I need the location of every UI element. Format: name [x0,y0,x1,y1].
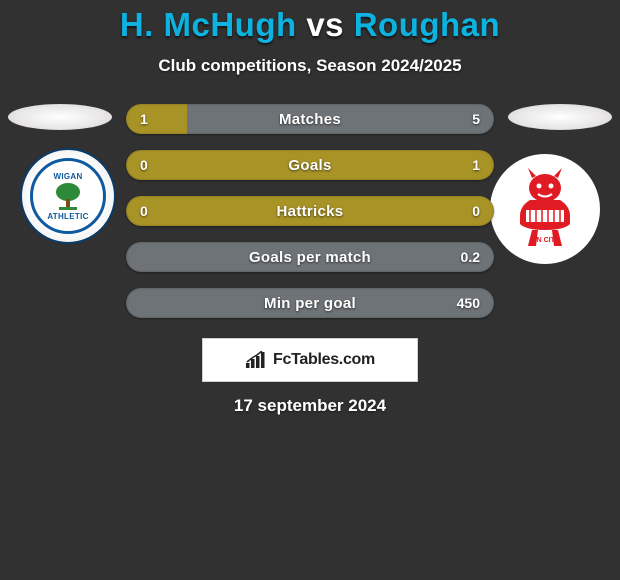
fctables-watermark: FcTables.com [202,338,418,382]
fctables-text: FcTables.com [273,351,375,369]
tree-icon [53,181,83,211]
stat-label: Hattricks [126,203,494,220]
stat-left-value: 1 [140,111,148,127]
left-ellipse-shadow [8,104,112,130]
player1-name: H. McHugh [120,6,297,43]
wigan-top-text: WIGAN [53,173,82,181]
date-text: 17 september 2024 [0,396,620,416]
stat-label: Matches [126,111,494,128]
stats-bars: 1 Matches 5 0 Goals 1 0 Hattricks 0 Goal… [126,104,494,318]
lincoln-imp-icon: LIN CITY [500,164,590,254]
stat-row-gpm: Goals per match 0.2 [126,242,494,272]
svg-text:LIN CITY: LIN CITY [530,237,559,244]
stat-right-value: 1 [472,157,480,173]
wigan-badge-inner: WIGAN ATHLETIC [30,158,106,234]
content-area: WIGAN ATHLETIC [0,104,620,416]
stat-label: Goals per match [126,249,494,266]
stat-label: Goals [126,157,494,174]
stat-right-value: 450 [457,295,480,311]
club-badge-left: WIGAN ATHLETIC [20,148,116,244]
stat-left-value: 0 [140,157,148,173]
stat-right-value: 0 [472,203,480,219]
stat-right-value: 0.2 [461,249,480,265]
comparison-title: H. McHugh vs Roughan [0,0,620,44]
club-badge-right: LIN CITY [490,154,600,264]
stat-row-matches: 1 Matches 5 [126,104,494,134]
right-ellipse-shadow [508,104,612,130]
subtitle: Club competitions, Season 2024/2025 [0,56,620,76]
stat-right-value: 5 [472,111,480,127]
stat-row-mpg: Min per goal 450 [126,288,494,318]
stat-label: Min per goal [126,295,494,312]
chart-icon [245,351,267,369]
stat-row-goals: 0 Goals 1 [126,150,494,180]
vs-text: vs [306,6,344,43]
wigan-bottom-text: ATHLETIC [47,213,88,221]
player2-name: Roughan [354,6,500,43]
stat-row-hattricks: 0 Hattricks 0 [126,196,494,226]
stat-left-value: 0 [140,203,148,219]
